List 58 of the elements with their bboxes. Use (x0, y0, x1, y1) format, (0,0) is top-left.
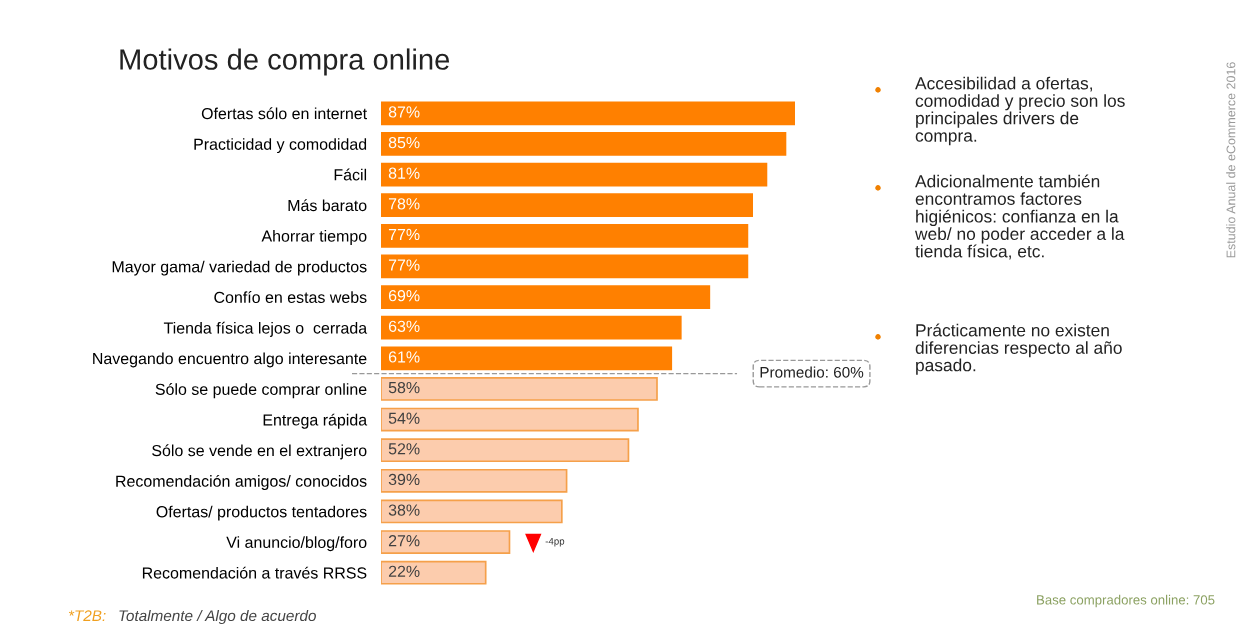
data-label: 58% (388, 381, 420, 394)
bar (381, 315, 682, 340)
data-label: 85% (388, 136, 420, 149)
text: *T2B: (68, 610, 106, 621)
data-label: 63% (388, 320, 420, 332)
bar (381, 162, 768, 187)
y-tick-label: Confío en estas webs (214, 291, 367, 304)
annotation: -4pp (545, 537, 565, 547)
data-label: 27% (388, 535, 420, 547)
y-tick-label: Ofertas sólo en internet (201, 107, 368, 120)
text: Totalmente / Algo de acuerdo (119, 609, 316, 625)
bar (381, 285, 711, 309)
text: Prácticamente no existen diferencias respecto al año pasado. (915, 323, 1122, 375)
y-tick-label: Tienda física lejos o cerrada (163, 321, 368, 337)
bar (381, 407, 639, 432)
bar (381, 223, 749, 248)
y-tick-label: Ofertas/ productos tentadores (156, 505, 367, 521)
data-label: 52% (388, 443, 420, 455)
y-tick-label: Practicidad y comodidad (194, 138, 367, 154)
text: Estudio Anual de eCommerce 2016 (1226, 62, 1236, 258)
y-tick-label: Recomendación amigos/ conocidos (116, 474, 367, 491)
annotation: Promedio: 60% (760, 366, 864, 378)
bar (381, 193, 754, 218)
bar (381, 560, 487, 585)
chart-title: Motivos de compra online (120, 48, 450, 76)
data-label: 77% (388, 228, 420, 241)
bar (381, 499, 563, 524)
data-label: 39% (388, 473, 420, 486)
data-label: 78% (388, 198, 420, 210)
text: Adicionalmente también encontramos factores higiénicos: confianza en la web/ no poder acceder a la tienda física, etc. (914, 174, 1125, 260)
y-tick-label: Mayor gama/ variedad de productos (112, 260, 367, 276)
y-tick-label: Sólo se vende en el extranjero (152, 444, 367, 460)
y-tick-label: Vi anuncio/blog/foro (226, 536, 367, 552)
y-tick-label: Sólo se puede comprar online (155, 383, 367, 399)
data-label: 54% (388, 412, 420, 424)
y-tick-label: Más barato (288, 199, 367, 212)
y-tick-label: Entrega rápida (263, 413, 368, 429)
bar (381, 438, 630, 463)
data-label: 77% (388, 259, 420, 271)
text: Accesibilidad a ofertas, comodidad y precio son los principales drivers de compra. (915, 76, 1125, 146)
y-tick-label: Recomendación a través RRSS (142, 566, 367, 579)
bar (381, 132, 787, 156)
bar (381, 254, 749, 279)
bar (381, 530, 511, 554)
data-label: 81% (388, 167, 420, 179)
data-label: 38% (388, 504, 420, 516)
data-label: 22% (388, 565, 420, 577)
data-label: 87% (388, 106, 420, 118)
bar (381, 101, 795, 126)
data-label: 61% (388, 351, 420, 363)
bar (381, 377, 658, 401)
bar (381, 346, 673, 371)
text: Base compradores online: 705 (1037, 594, 1215, 608)
y-tick-label: Ahorrar tiempo (261, 230, 367, 245)
bar (381, 468, 568, 493)
y-tick-label: Navegando encuentro algo interesante (93, 352, 367, 368)
data-label: 69% (388, 290, 420, 302)
y-tick-label: Fácil (334, 168, 367, 181)
